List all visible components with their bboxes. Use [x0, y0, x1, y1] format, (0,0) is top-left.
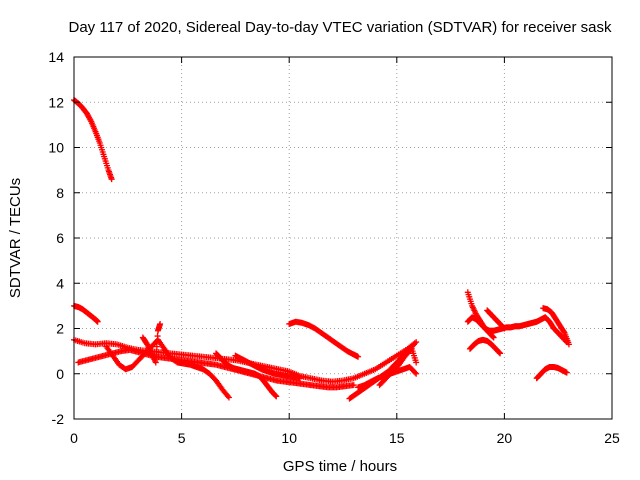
y-tick-label: 8	[56, 185, 64, 201]
axis-ticks: 0 5 10 15 20 25 -2 0 2 4 6 8 10 12 14	[48, 49, 620, 446]
data-point	[563, 369, 570, 376]
data-series-arc-14	[466, 336, 504, 357]
data-point	[497, 350, 504, 357]
data-point	[355, 353, 362, 360]
data-point	[94, 318, 101, 325]
x-axis-label: GPS time / hours	[283, 458, 397, 475]
y-tick-label: 6	[56, 230, 64, 246]
data-point	[153, 354, 160, 361]
y-tick-label: 14	[48, 49, 64, 65]
data-point	[154, 333, 161, 340]
data-point	[489, 333, 496, 340]
data-point	[409, 342, 416, 349]
data-series-arc-5	[103, 336, 232, 401]
data-series-arc-9	[286, 318, 362, 360]
data-point	[87, 117, 94, 124]
data-series-arc-8	[232, 352, 303, 382]
y-tick-label: 2	[56, 321, 64, 337]
data-point	[350, 382, 357, 389]
data-series-arc-6	[139, 320, 164, 366]
y-tick-label: 12	[48, 94, 64, 110]
data-point	[157, 320, 164, 327]
grid-lines	[74, 57, 612, 419]
data-point	[413, 370, 420, 377]
chart-title: Day 117 of 2020, Sidereal Day-to-day VTE…	[69, 19, 612, 36]
y-tick-label: 0	[56, 366, 64, 382]
data-series-arc-15	[464, 289, 497, 341]
y-tick-label: 4	[56, 275, 64, 291]
data-point	[225, 394, 232, 401]
data-point	[490, 334, 497, 341]
data-point	[500, 324, 507, 331]
data-point	[560, 328, 567, 335]
x-tick-label: 20	[497, 430, 513, 446]
data-point	[224, 393, 231, 400]
y-tick-label: 10	[48, 140, 64, 156]
data-series-arc-7	[213, 350, 280, 400]
data-point	[413, 359, 420, 366]
data-series-arc-13	[464, 314, 570, 346]
data-point	[411, 341, 418, 348]
data-series-arc-12	[376, 345, 420, 389]
data-point	[412, 369, 419, 376]
data-point	[496, 349, 503, 356]
plot-area	[71, 96, 572, 402]
data-point	[296, 375, 303, 382]
data-point	[153, 348, 160, 355]
x-tick-label: 25	[604, 430, 620, 446]
data-point	[565, 341, 572, 348]
data-point	[108, 176, 115, 183]
data-point	[154, 338, 161, 345]
data-series-arc-11	[355, 363, 420, 391]
data-series-arc-18	[533, 363, 570, 382]
data-point	[153, 343, 160, 350]
data-point	[152, 359, 159, 366]
x-tick-label: 5	[178, 430, 186, 446]
y-axis-label: SDTVAR / TECUs	[7, 178, 24, 298]
data-series-arc-17	[540, 305, 572, 348]
y-tick-label: -2	[52, 411, 65, 427]
x-tick-label: 15	[389, 430, 405, 446]
x-tick-label: 10	[281, 430, 297, 446]
data-point	[501, 325, 508, 332]
data-point	[273, 393, 280, 400]
data-series-arc-16	[484, 307, 508, 332]
data-point	[272, 392, 279, 399]
x-tick-label: 0	[70, 430, 78, 446]
